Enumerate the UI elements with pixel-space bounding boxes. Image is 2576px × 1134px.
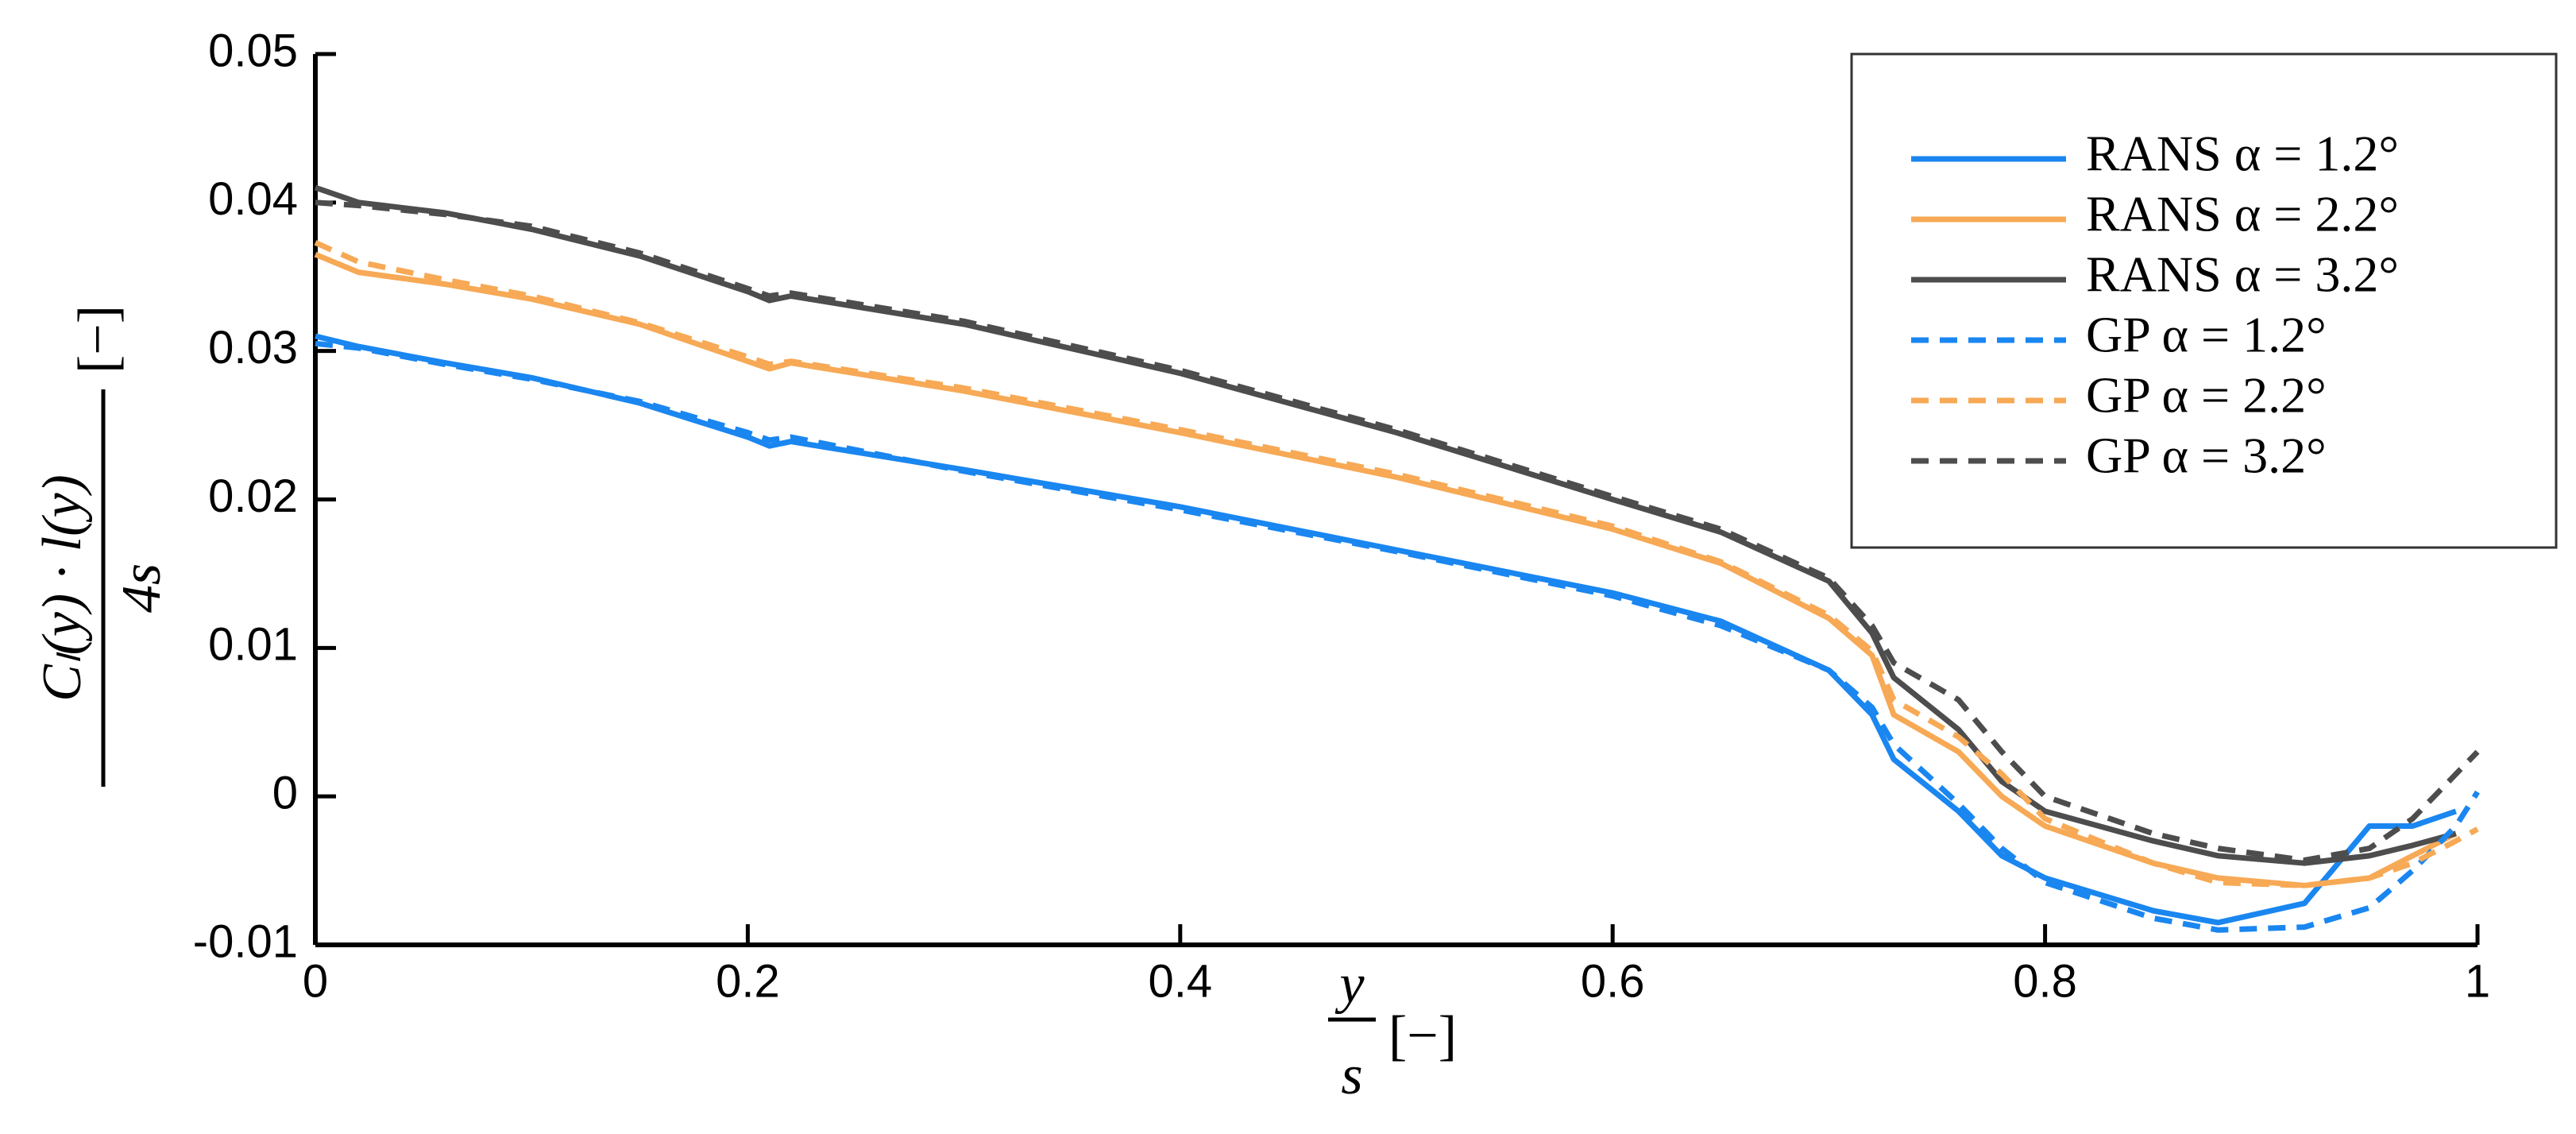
legend-box: [1850, 52, 2558, 549]
y-tick-label: 0.02: [208, 470, 298, 522]
x-tick-label: 0.2: [716, 955, 780, 1007]
series-line: [314, 240, 2479, 888]
x-tick-label: 0.6: [1581, 955, 1645, 1007]
y-tick-label: -0.01: [193, 915, 298, 967]
x-label-unit: [−]: [1388, 1005, 1457, 1066]
y-axis-label: Cₗ(y) · l(y) 4s [−]: [32, 305, 172, 787]
y-label-numerator: Cₗ(y) · l(y): [32, 474, 93, 702]
legend-label: RANS α = 2.2°: [2086, 186, 2399, 242]
series-line: [315, 199, 2480, 863]
legend-label: GP α = 2.2°: [2086, 367, 2327, 424]
series-line: [315, 340, 2480, 933]
x-label-numerator: y: [1334, 954, 1365, 1015]
x-label-denominator: s: [1341, 1045, 1362, 1106]
legend-label: GP α = 3.2°: [2086, 428, 2327, 484]
y-label-denominator: 4s: [111, 563, 172, 613]
x-tick-label: 0: [303, 955, 328, 1007]
series-line: [314, 184, 2457, 866]
y-tick-label: 0.01: [208, 619, 298, 671]
x-axis-label: y s [−]: [1328, 954, 1457, 1106]
legend-label: GP α = 1.2°: [2086, 307, 2327, 363]
x-tick-label: 1: [2465, 955, 2490, 1007]
y-label-unit: [−]: [68, 305, 129, 373]
y-tick-label: 0: [272, 767, 298, 819]
legend-label: RANS α = 1.2°: [2086, 126, 2399, 182]
x-tick-label: 0.4: [1148, 955, 1212, 1007]
y-tick-label: 0.04: [208, 173, 298, 225]
x-tick-label: 0.8: [2013, 955, 2077, 1007]
y-tick-label: 0.05: [208, 25, 298, 76]
y-tick-label: 0.03: [208, 322, 298, 373]
legend-label: RANS α = 3.2°: [2086, 246, 2399, 303]
